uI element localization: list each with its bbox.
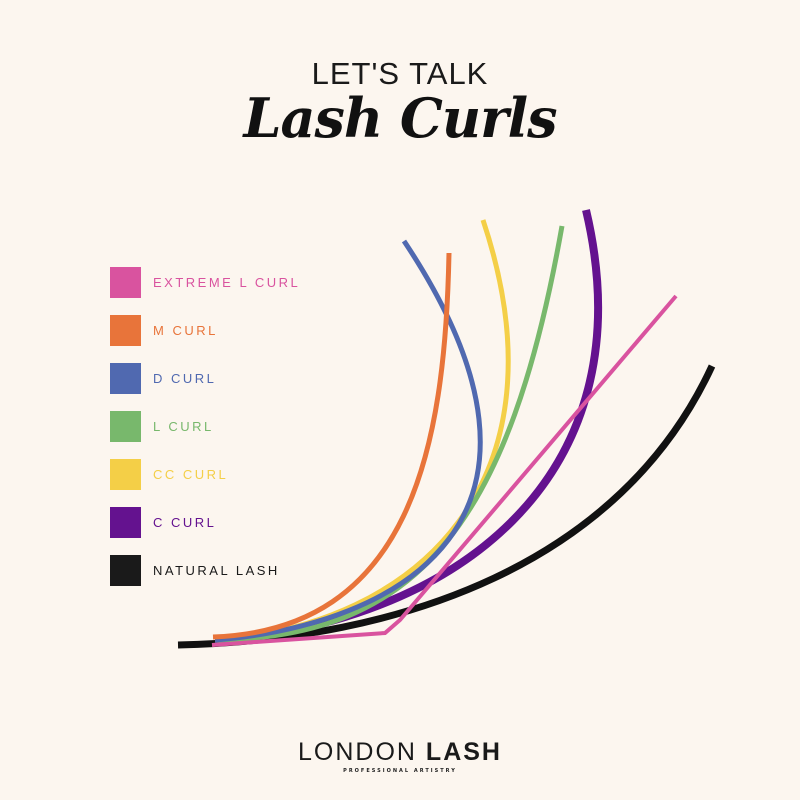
- curve-d-curl: [214, 239, 483, 643]
- legend-item: C CURL: [110, 498, 300, 546]
- legend-item: EXTREME L CURL: [110, 258, 300, 306]
- legend: EXTREME L CURL M CURL D CURL L CURL CC C…: [110, 258, 300, 594]
- curve-extreme-l-curl: [211, 294, 678, 647]
- swatch: [110, 410, 141, 442]
- title-line-2: Lash Curls: [243, 86, 557, 150]
- legend-label: D CURL: [153, 370, 217, 386]
- legend-item: NATURAL LASH: [110, 546, 300, 594]
- legend-item: L CURL: [110, 402, 300, 450]
- swatch: [110, 506, 141, 538]
- legend-label: M CURL: [153, 322, 218, 338]
- logo-word-2: LASH: [425, 738, 502, 766]
- legend-label: NATURAL LASH: [153, 562, 280, 578]
- brand-logo: LONDON LASH PROFESSIONAL ARTISTRY: [0, 738, 800, 774]
- swatch: [110, 266, 141, 298]
- legend-label: C CURL: [153, 514, 217, 530]
- title-line-1: LET'S TALK: [311, 56, 489, 91]
- logo-tagline: PROFESSIONAL ARTISTRY: [343, 768, 457, 774]
- curve-m-curl: [212, 252, 452, 640]
- legend-label: EXTREME L CURL: [153, 274, 301, 290]
- swatch: [110, 458, 141, 490]
- legend-label: CC CURL: [153, 466, 229, 482]
- legend-item: CC CURL: [110, 450, 300, 498]
- swatch: [110, 314, 141, 346]
- legend-item: D CURL: [110, 354, 300, 402]
- swatch: [110, 362, 141, 394]
- legend-label: L CURL: [153, 418, 214, 434]
- swatch: [110, 554, 141, 586]
- logo-word-1: LONDON: [298, 738, 417, 766]
- legend-item: M CURL: [110, 306, 300, 354]
